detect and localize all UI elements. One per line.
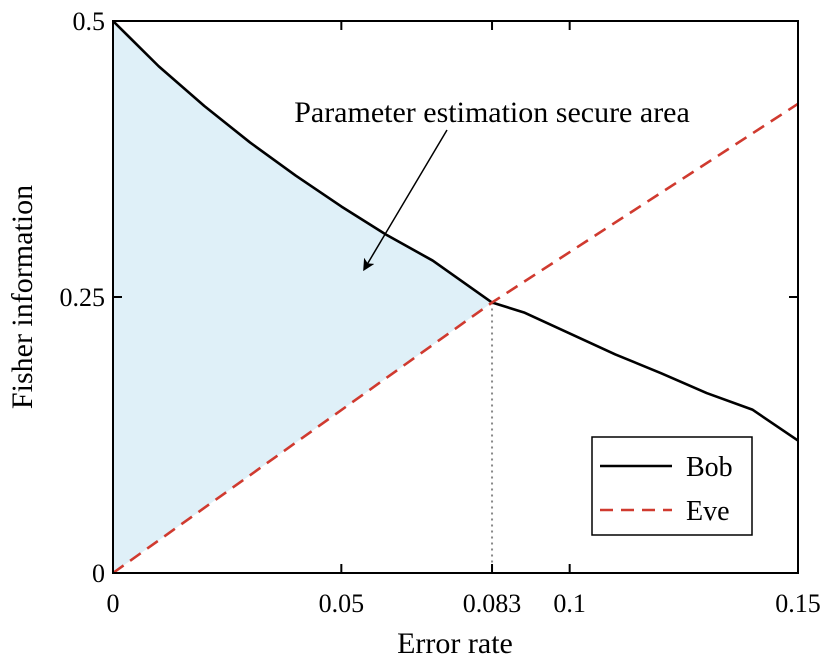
series-line-bob [112, 20, 799, 442]
y-tick-label: 0 [92, 559, 105, 588]
y-tick-label: 0.5 [73, 7, 106, 36]
x-tick-label: 0 [107, 589, 120, 618]
legend-label-bob: Bob [686, 452, 733, 483]
x-tick-label: 0.083 [463, 589, 522, 618]
annotation-text: Parameter estimation secure area [294, 96, 690, 129]
series-line-eve [112, 102, 799, 575]
annotation-arrow [363, 129, 448, 272]
y-axis-title: Fisher information [6, 185, 39, 409]
x-axis-title: Error rate [397, 627, 513, 660]
legend-label-eve: Eve [686, 496, 730, 527]
secure-area-shading [113, 21, 493, 573]
legend-box [591, 436, 753, 536]
x-tick-label: 0.05 [319, 589, 365, 618]
y-tick-label: 0.25 [60, 283, 106, 312]
x-tick-label: 0.1 [553, 589, 586, 618]
x-tick-label: 0.15 [775, 589, 821, 618]
